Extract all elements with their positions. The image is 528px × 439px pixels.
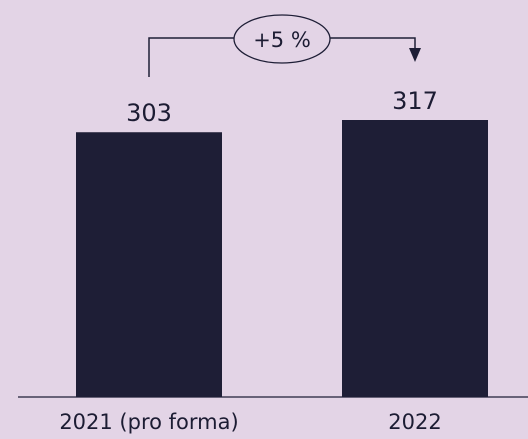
bar-2021 <box>76 132 222 397</box>
value-label-2022: 317 <box>392 87 438 115</box>
category-label-2022: 2022 <box>388 410 441 434</box>
growth-arrowhead-icon <box>409 48 421 62</box>
value-label-2021: 303 <box>126 99 172 127</box>
bar-2022 <box>342 120 488 397</box>
growth-badge <box>233 14 331 64</box>
growth-connector-line <box>148 37 234 77</box>
category-label-2021: 2021 (pro forma) <box>59 410 238 434</box>
growth-annotation: +5 % <box>148 14 421 77</box>
growth-badge-label: +5 % <box>253 28 311 52</box>
growth-arrow-line <box>330 37 416 50</box>
